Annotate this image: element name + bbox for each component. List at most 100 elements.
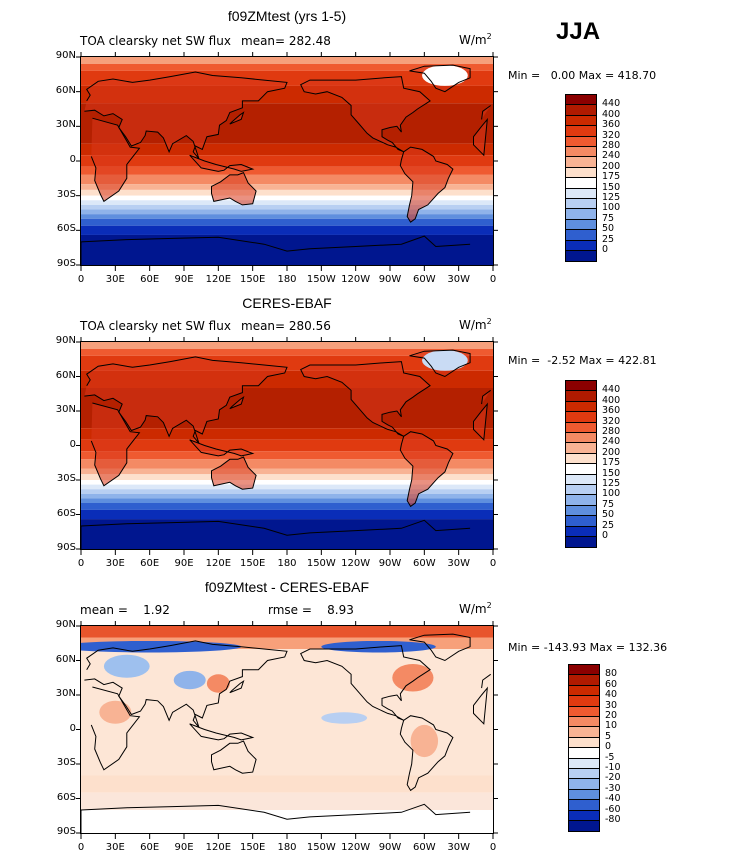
colorbar-tick-label: 320	[602, 129, 621, 141]
colorbar-tick-label: 5	[605, 730, 612, 742]
lon-tick-label: 60W	[413, 842, 436, 853]
field-band	[81, 155, 493, 167]
lon-tick-label: 150E	[239, 558, 266, 569]
field-band	[81, 459, 493, 469]
colorbar-tick-label: 125	[602, 192, 621, 203]
lon-tick-label: 150W	[306, 842, 336, 853]
land-shading	[400, 147, 453, 223]
lon-tick-label: 180	[277, 558, 297, 569]
field-band	[81, 489, 493, 494]
colorbar-tick-label: 200	[602, 160, 621, 172]
colorbar-tick-label: 240	[602, 150, 621, 162]
colorbar-tick-label: 30	[605, 699, 618, 711]
coastline	[229, 111, 245, 125]
lat-tick-label: 90S	[56, 258, 76, 269]
lat-tick-label: 90N	[55, 335, 76, 346]
lat-tick-label: 90N	[55, 50, 76, 61]
anomaly-patch	[99, 700, 132, 724]
field-band	[81, 342, 493, 349]
panel-1-map	[80, 56, 494, 266]
panel-2-units: W/m2	[459, 317, 492, 332]
season-label: JJA	[556, 18, 601, 45]
colorbar-tick-label: 0	[605, 741, 612, 753]
colorbar-tick-label: 200	[602, 446, 621, 458]
coastline	[409, 633, 471, 662]
lat-tick-label: 0	[69, 154, 76, 165]
coastline	[81, 235, 471, 265]
field-band	[81, 195, 493, 201]
lat-tick-label: 60S	[56, 223, 76, 235]
field-band	[81, 480, 493, 485]
field-band	[81, 626, 493, 638]
field-band	[81, 57, 493, 64]
panel-3-units: W/m2	[459, 601, 492, 616]
lon-tick-label: 180	[277, 842, 297, 853]
land-shading	[189, 155, 253, 172]
coastline	[90, 686, 488, 771]
field-band	[81, 637, 493, 649]
colorbar-tick-label: -80	[605, 814, 621, 825]
coastline	[399, 431, 454, 508]
greenland-field	[422, 350, 468, 371]
colorbar-tick-label: 75	[602, 212, 615, 224]
field-band	[81, 468, 493, 475]
lon-tick-label: 150W	[306, 274, 336, 285]
field-band	[81, 225, 493, 235]
coastline	[84, 356, 491, 444]
colorbar-tick-label: 440	[602, 384, 621, 396]
field-band	[81, 451, 493, 460]
lon-tick-label: 30W	[447, 842, 470, 853]
colorbar-tick-label: 400	[602, 108, 621, 120]
colorbar-tick-label: -5	[605, 751, 615, 763]
coastline	[399, 146, 454, 223]
colorbar-tick-label: 240	[602, 436, 621, 448]
lon-tick-label: 90W	[378, 842, 402, 853]
panel-2-mean-label: mean= 280.56	[241, 319, 331, 333]
map-field	[81, 626, 493, 833]
lat-tick-label: 30N	[55, 404, 76, 415]
field-band	[81, 184, 493, 190]
panel-1-title: f09ZMtest (yrs 1-5)	[227, 8, 347, 24]
panel-2-variable-label: TOA clearsky net SW flux	[80, 319, 231, 333]
field-band	[81, 348, 493, 356]
coastline	[84, 640, 491, 728]
lon-tick-label: 30E	[105, 842, 125, 853]
coastline	[211, 171, 257, 206]
panel-1-minmax: Min = 0.00 Max = 418.70	[508, 69, 657, 82]
lat-tick-label: 0	[69, 438, 76, 450]
lat-tick-label: 60N	[55, 653, 76, 665]
lon-tick-label: 60W	[413, 558, 436, 569]
lat-tick-label: 90S	[56, 826, 76, 837]
map-field	[81, 57, 493, 265]
lon-tick-label: 120W	[341, 558, 371, 569]
lon-tick-label: 30E	[105, 558, 125, 569]
field-band	[81, 519, 493, 549]
coastline	[211, 740, 257, 774]
panel-1-units: W/m2	[459, 32, 492, 47]
field-band	[81, 792, 493, 810]
lat-tick-label: 30N	[55, 119, 76, 131]
greenland-field	[422, 65, 468, 86]
lon-tick-label: 120E	[205, 842, 232, 853]
lon-tick-label: 60W	[413, 274, 436, 285]
lat-tick-label: 30S	[56, 188, 76, 200]
coastline	[399, 715, 454, 792]
field-band	[81, 174, 493, 185]
lon-tick-label: 0	[77, 842, 85, 853]
panel-3-rmse-label: rmse = 8.93	[268, 603, 354, 617]
coastline	[189, 439, 255, 457]
colorbar-tick-label: 400	[602, 394, 621, 406]
field-band	[81, 189, 493, 196]
anomaly-patch	[321, 712, 368, 724]
field-band	[81, 503, 493, 510]
land-shading	[300, 361, 431, 437]
lon-tick-label: 180	[277, 274, 297, 285]
anomaly-patch	[173, 670, 206, 690]
coastline	[84, 71, 491, 160]
field-band	[81, 209, 493, 215]
lat-tick-label: 60N	[55, 84, 76, 96]
lat-tick-label: 60S	[56, 791, 76, 803]
lon-tick-label: 90W	[378, 274, 402, 285]
field-band	[81, 775, 493, 793]
panel-3-mean-label: mean = 1.92	[80, 603, 170, 617]
